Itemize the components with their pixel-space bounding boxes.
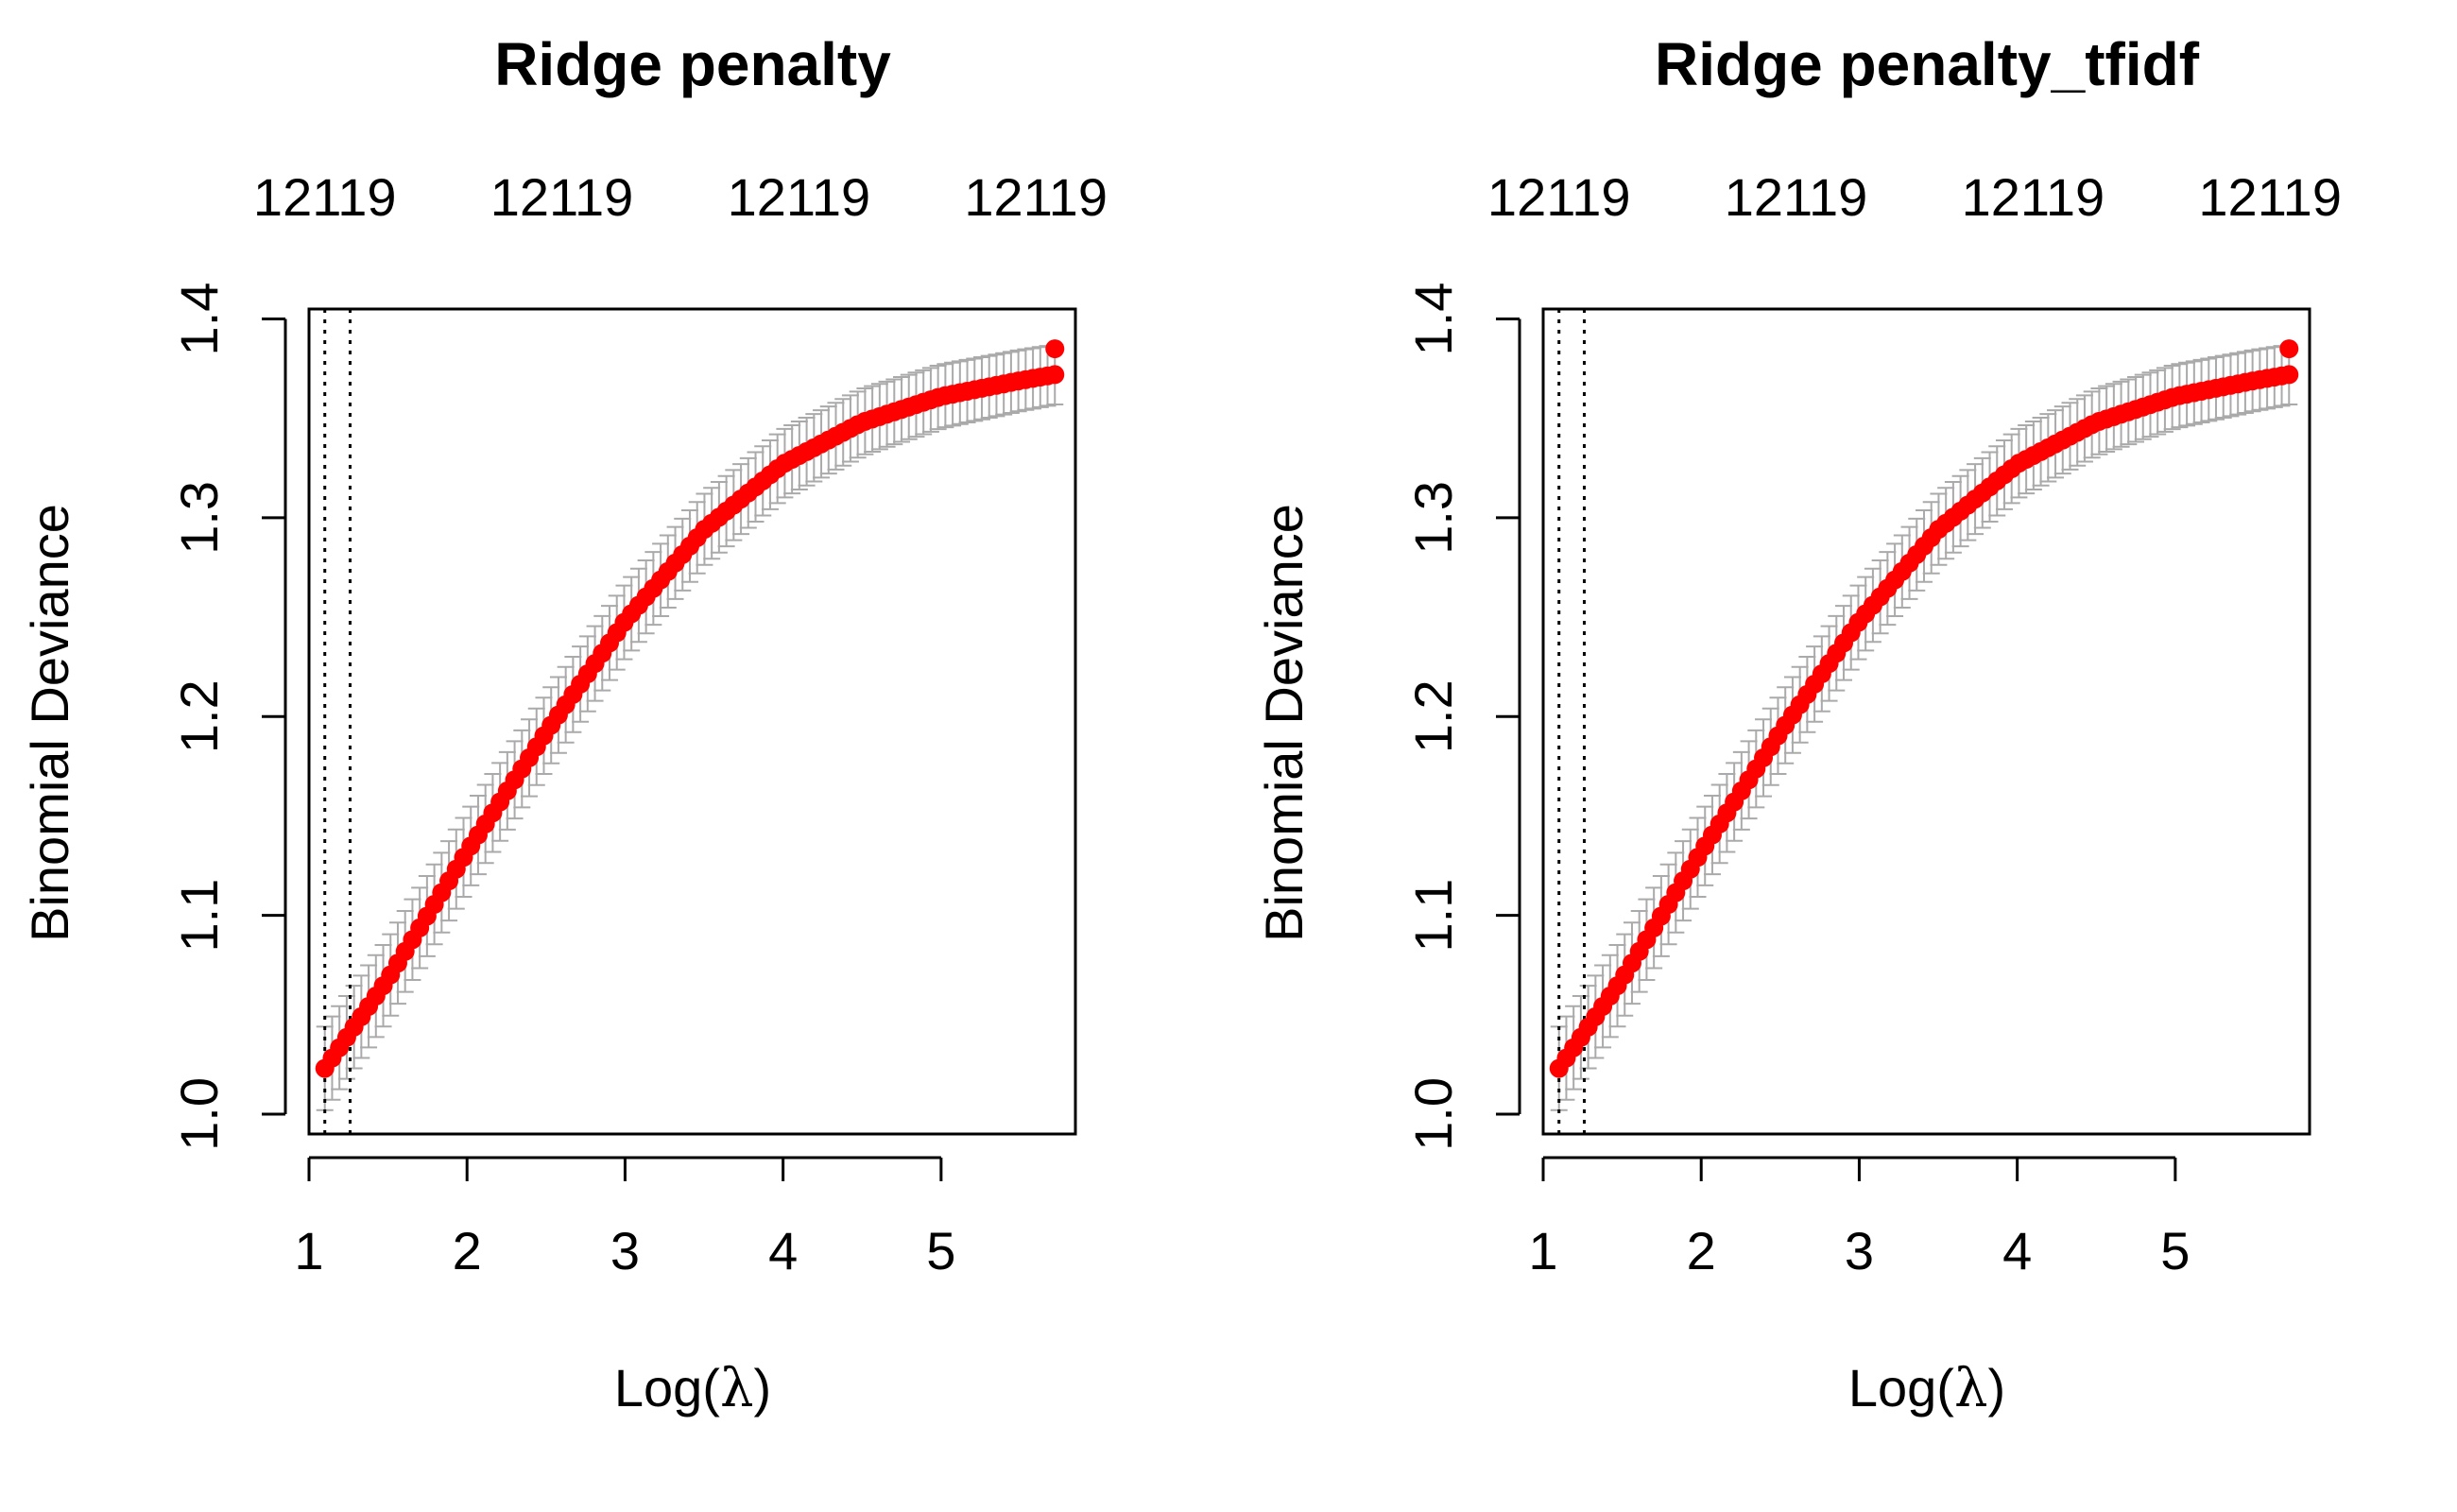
y-tick-label: 1.2: [1403, 679, 1463, 753]
top-axis-label: 12119: [1725, 167, 1868, 227]
y-axis-label-group: Binomial Deviance: [20, 504, 79, 942]
y-axis-label: Binomial Deviance: [20, 504, 79, 942]
data-point: [1045, 339, 1065, 359]
plot-area: 1 2 3 4 5 1.0 1.1 1.2 1.3 1.4 12119 12119 12119 12119: [169, 167, 1108, 1280]
data-point: [2279, 339, 2299, 359]
x-tick-label: 3: [1845, 1221, 1874, 1280]
x-axis-label-suffix: ): [753, 1358, 771, 1418]
x-tick-label: 4: [2002, 1221, 2032, 1280]
y-tick-label: 1.4: [169, 283, 229, 356]
plot-border: [307, 307, 1077, 1136]
x-tick-label: 1: [1528, 1221, 1557, 1280]
top-axis-label: 12119: [490, 167, 634, 227]
x-tick-label: 5: [2160, 1221, 2190, 1280]
y-tick-label: 1.1: [1403, 879, 1463, 953]
top-axis-label: 12119: [964, 167, 1108, 227]
chart-title: Ridge penalty: [494, 30, 891, 98]
y-tick-label: 1.0: [169, 1077, 229, 1151]
top-axis-label: 12119: [253, 167, 397, 227]
ridge-penalty-panel: Ridge penalty Binomial Deviance Log(λ) 1…: [20, 30, 1108, 1419]
lambda-symbol: λ: [720, 1358, 754, 1419]
x-tick-label: 1: [294, 1221, 323, 1280]
top-axis-label: 12119: [728, 167, 871, 227]
y-tick-label: 1.3: [169, 481, 229, 555]
x-axis-label: Log(λ): [1848, 1358, 2005, 1419]
y-tick-label: 1.2: [169, 679, 229, 753]
y-axis-label-group: Binomial Deviance: [1254, 504, 1314, 942]
plot-border: [1541, 307, 2311, 1136]
ridge-penalty-tfidf-panel: Ridge penalty_tfidf Binomial Deviance Lo…: [1254, 30, 2342, 1419]
y-axis-label: Binomial Deviance: [1254, 504, 1314, 942]
data-point: [1045, 365, 1065, 385]
x-tick-label: 2: [1687, 1221, 1716, 1280]
data-point: [2279, 365, 2299, 385]
plot-area: 1 2 3 4 5 1.0 1.1 1.2 1.3 1.4 12119 12119 12119 12119: [1403, 167, 2342, 1280]
x-tick-label: 3: [610, 1221, 640, 1280]
x-axis-label-prefix: Log(: [614, 1358, 720, 1418]
y-tick-label: 1.4: [1403, 283, 1463, 356]
top-axis-label: 12119: [1487, 167, 1631, 227]
x-axis-label: Log(λ): [614, 1358, 771, 1419]
x-axis-label-prefix: Log(: [1848, 1358, 1954, 1418]
chart-title: Ridge penalty_tfidf: [1655, 30, 2200, 98]
x-tick-label: 4: [768, 1221, 798, 1280]
top-axis-label: 12119: [2198, 167, 2342, 227]
lambda-symbol: λ: [1954, 1358, 1988, 1419]
x-axis-label-suffix: ): [1987, 1358, 2005, 1418]
x-tick-label: 2: [453, 1221, 482, 1280]
top-axis-label: 12119: [1962, 167, 2105, 227]
y-tick-label: 1.3: [1403, 481, 1463, 555]
y-tick-label: 1.1: [169, 879, 229, 953]
y-tick-label: 1.0: [1403, 1077, 1463, 1151]
x-tick-label: 5: [926, 1221, 955, 1280]
